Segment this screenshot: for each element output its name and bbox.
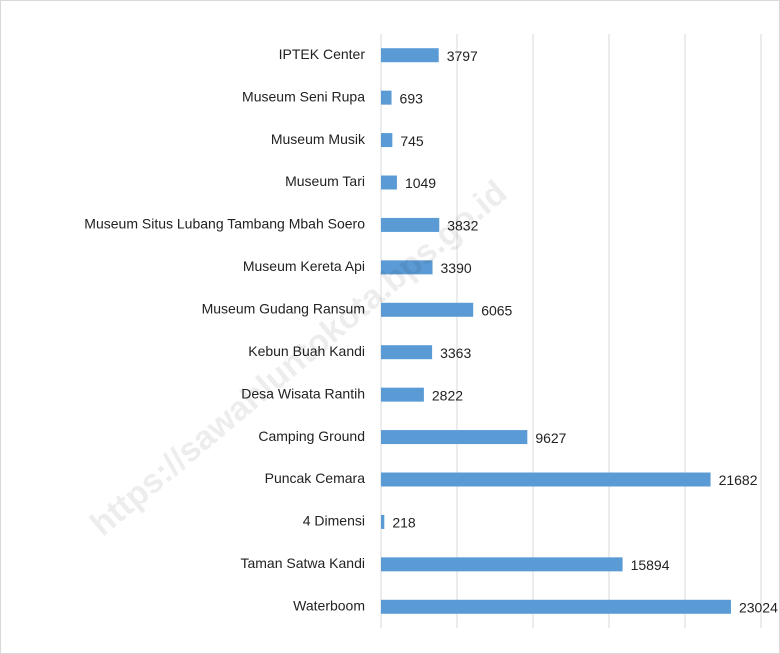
bar	[381, 90, 392, 105]
y-tick-label: Museum Tari	[285, 173, 365, 189]
bar	[381, 217, 440, 232]
y-tick-label: Waterboom	[293, 597, 365, 613]
y-tick-label: Museum Musik	[271, 131, 366, 147]
bar	[381, 302, 474, 317]
value-label: 2822	[432, 387, 463, 403]
value-label: 745	[400, 133, 424, 149]
bar	[381, 472, 711, 487]
y-tick-label: Museum Situs Lubang Tambang Mbah Soero	[84, 216, 365, 232]
bar	[381, 345, 433, 360]
bar	[381, 599, 731, 614]
value-label: 3832	[447, 218, 478, 234]
y-tick-label: Desa Wisata Rantih	[241, 385, 365, 401]
y-tick-label: Museum Kereta Api	[243, 258, 365, 274]
bar	[381, 387, 424, 402]
value-label: 21682	[719, 472, 758, 488]
y-tick-label: Kebun Buah Kandi	[248, 343, 365, 359]
bar	[381, 48, 439, 63]
bar	[381, 175, 397, 190]
bar	[381, 557, 623, 572]
y-tick-label: 4 Dimensi	[303, 513, 365, 529]
y-tick-label: Puncak Cemara	[265, 470, 366, 486]
value-label: 9627	[535, 430, 566, 446]
value-label: 23024	[739, 599, 778, 615]
y-tick-label: Museum Seni Rupa	[242, 88, 365, 104]
value-label: 15894	[631, 557, 670, 573]
bar	[381, 430, 528, 445]
value-label: 3390	[441, 260, 472, 276]
y-tick-label: Museum Gudang Ransum	[202, 300, 365, 316]
value-label: 218	[392, 515, 416, 531]
bar	[381, 514, 385, 529]
bar	[381, 260, 433, 275]
value-label: 3797	[447, 48, 478, 64]
value-label: 1049	[405, 175, 436, 191]
value-label: 3363	[440, 345, 471, 361]
y-tick-label: Camping Ground	[258, 428, 365, 444]
y-tick-label: Taman Satwa Kandi	[240, 555, 365, 571]
plot-area: IPTEK Center 3797 Museum Seni Rupa 693 Museu…	[84, 34, 778, 628]
value-label: 6065	[481, 302, 512, 318]
y-tick-label: IPTEK Center	[279, 46, 366, 62]
bar	[381, 133, 393, 148]
value-label: 693	[400, 90, 424, 106]
